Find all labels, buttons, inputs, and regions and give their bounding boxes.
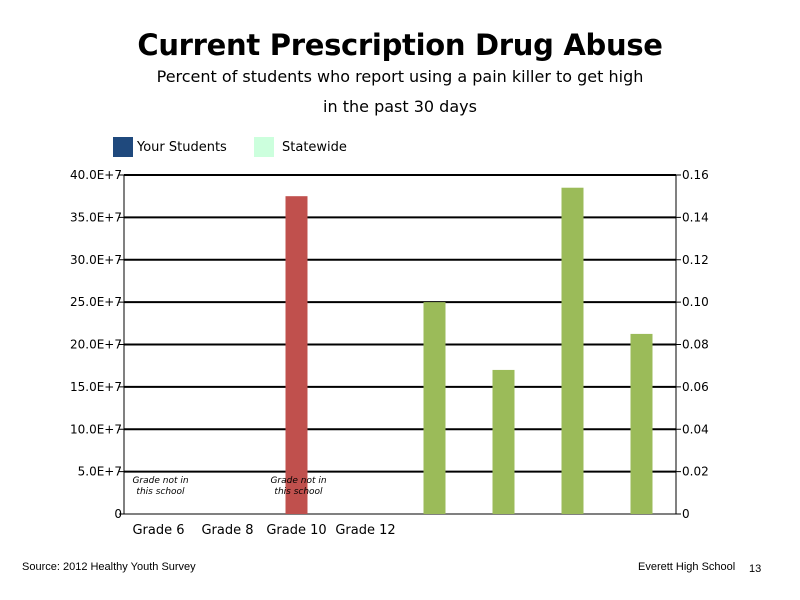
x-tick-label: Grade 10: [266, 523, 326, 538]
left-tick-label: 25.0E+7: [70, 295, 122, 309]
left-tick-label: 0: [114, 507, 122, 521]
right-tick-label: 0: [682, 507, 690, 521]
annotation-text: this school: [136, 487, 185, 497]
source-note: Source: 2012 Healthy Youth Survey: [22, 561, 196, 573]
right-tick-label: 0.10: [682, 295, 709, 309]
legend-swatch-statewide: [254, 137, 274, 157]
x-tick-label: Grade 6: [132, 523, 184, 538]
page-number: 13: [749, 563, 762, 575]
annotation-text: Grade not in: [132, 476, 188, 486]
right-tick-label: 0.12: [682, 253, 709, 267]
annotation-text: this school: [274, 487, 323, 497]
right-tick-label: 0.16: [682, 168, 709, 182]
x-tick-label: Grade 8: [201, 523, 253, 538]
left-tick-label: 20.0E+7: [70, 338, 122, 352]
bar-statewide: [492, 369, 515, 514]
annotation-text: Grade not in: [270, 476, 326, 486]
right-tick-label: 0.04: [682, 422, 709, 436]
right-tick-label: 0.02: [682, 465, 709, 479]
bar-your-students: [285, 196, 308, 514]
legend-label-your-students: Your Students: [137, 139, 227, 155]
right-tick-label: 0.14: [682, 210, 709, 224]
right-tick-label: 0.06: [682, 380, 709, 394]
left-tick-label: 10.0E+7: [70, 422, 122, 436]
bar-statewide: [630, 333, 653, 514]
left-tick-label: 40.0E+7: [70, 168, 122, 182]
legend-label-statewide: Statewide: [282, 139, 347, 155]
left-tick-label: 5.0E+7: [78, 465, 122, 479]
left-tick-label: 15.0E+7: [70, 380, 122, 394]
legend-item-your-students: Your Students: [113, 137, 227, 157]
chart-subtitle-line1: Percent of students who report using a p…: [156, 67, 644, 86]
right-tick-label: 0.08: [682, 338, 709, 352]
school-name: Everett High School: [638, 561, 736, 573]
left-tick-label: 30.0E+7: [70, 253, 122, 267]
legend-item-statewide: Statewide: [254, 137, 347, 157]
chart-subtitle-line2: in the past 30 days: [323, 97, 477, 116]
x-tick-label: Grade 12: [335, 523, 395, 538]
left-tick-label: 35.0E+7: [70, 210, 122, 224]
bar-statewide: [561, 187, 584, 514]
chart-title: Current Prescription Drug Abuse: [137, 28, 663, 62]
legend-swatch-your-students: [113, 137, 133, 157]
bar-statewide: [423, 302, 446, 514]
